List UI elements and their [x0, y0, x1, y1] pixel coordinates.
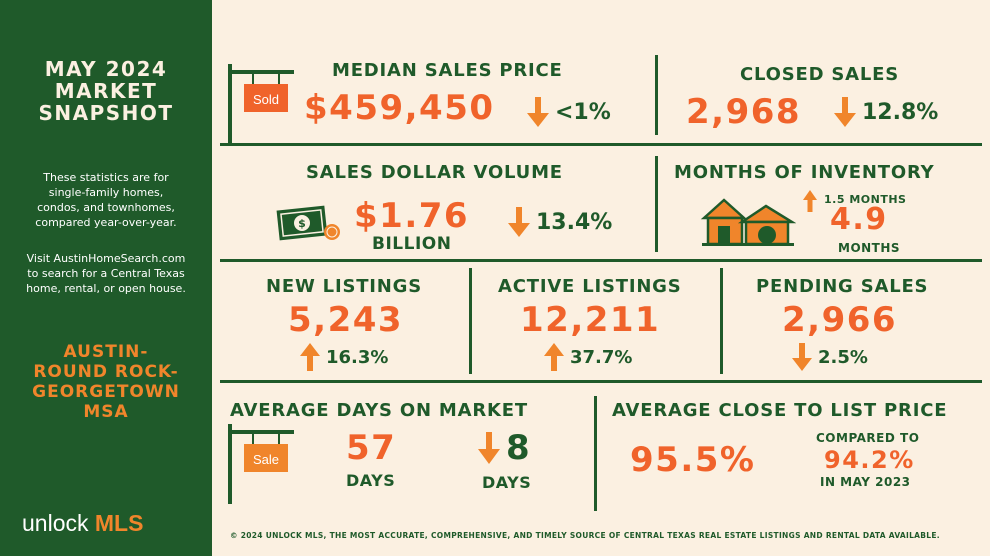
sidebar: MAY 2024 MARKET SNAPSHOT These statistic… — [0, 0, 212, 556]
arrow-down-icon — [508, 207, 530, 237]
footer-copyright: © 2024 UNLOCK MLS, THE MOST ACCURATE, CO… — [230, 531, 940, 540]
new-listings-value: 5,243 — [288, 300, 404, 340]
new-listings-change: 16.3% — [300, 343, 388, 371]
visit-line: home, rental, or open house. — [26, 282, 186, 295]
arrow-down-icon — [478, 432, 500, 464]
inventory-unit: MONTHS — [838, 241, 901, 255]
dollar-volume-unit: BILLION — [372, 234, 452, 254]
title-line: SNAPSHOT — [38, 101, 174, 125]
svg-text:$: $ — [298, 217, 306, 230]
dollar-volume-change-text: 13.4% — [536, 209, 613, 235]
title-line: MARKET — [54, 79, 158, 103]
pending-sales-value: 2,966 — [782, 300, 898, 340]
visit-text: Visit AustinHomeSearch.com to search for… — [0, 251, 212, 296]
close-to-list-value: 95.5% — [630, 440, 756, 480]
main-panel: Sold MEDIAN SALES PRICE $459,450 <1% CLO… — [212, 0, 990, 556]
intro-line: single-family homes, — [48, 186, 164, 199]
divider — [220, 259, 982, 262]
days-on-market-unit: DAYS — [346, 471, 396, 490]
arrow-down-icon — [834, 97, 856, 127]
title-line: MAY 2024 — [44, 57, 168, 81]
arrow-up-icon — [544, 343, 564, 371]
closed-sales-change-text: 12.8% — [862, 99, 939, 125]
dollar-volume-heading: SALES DOLLAR VOLUME — [306, 162, 563, 183]
dollar-volume-value: $1.76 — [354, 196, 470, 236]
active-listings-value: 12,211 — [520, 300, 661, 340]
days-on-market-change: 8 — [478, 428, 530, 468]
inventory-change-text: 1.5 MONTHS — [824, 193, 907, 206]
arrow-up-icon — [803, 190, 817, 212]
pending-sales-heading: PENDING SALES — [756, 276, 929, 297]
active-listings-change: 37.7% — [544, 343, 632, 371]
days-on-market-change-unit: DAYS — [482, 473, 532, 492]
intro-line: condos, and townhomes, — [37, 201, 175, 214]
unlock-mls-logo: unlock MLS — [22, 510, 143, 537]
divider — [220, 380, 982, 383]
compared-value: 94.2% — [824, 446, 915, 474]
money-icon: $ — [276, 205, 340, 241]
pending-sales-change: 2.5% — [792, 343, 868, 371]
intro-line: These statistics are for — [43, 171, 169, 184]
region-line: GEORGETOWN — [32, 382, 180, 402]
compared-label: COMPARED TO — [816, 431, 920, 445]
days-on-market-value: 57 — [346, 428, 397, 468]
sale-sign-label: Sale — [252, 452, 280, 467]
sold-sign-icon — [228, 64, 294, 144]
median-price-heading: MEDIAN SALES PRICE — [332, 60, 563, 81]
closed-sales-heading: CLOSED SALES — [740, 64, 900, 85]
divider — [655, 156, 658, 252]
region-label: AUSTIN- ROUND ROCK- GEORGETOWN MSA — [0, 342, 212, 422]
median-price-value: $459,450 — [304, 88, 495, 128]
close-to-list-heading: AVERAGE CLOSE TO LIST PRICE — [612, 400, 948, 421]
divider — [720, 268, 723, 374]
inventory-heading: MONTHS OF INVENTORY — [674, 162, 935, 183]
new-listings-change-text: 16.3% — [326, 346, 389, 368]
page-title: MAY 2024 MARKET SNAPSHOT — [0, 58, 212, 124]
days-on-market-heading: AVERAGE DAYS ON MARKET — [230, 400, 528, 421]
visit-line: to search for a Central Texas — [27, 267, 185, 280]
divider — [469, 268, 472, 374]
intro-line: compared year-over-year. — [35, 216, 177, 229]
sold-sign-label: Sold — [252, 92, 280, 107]
closed-sales-value: 2,968 — [686, 92, 802, 132]
dollar-volume-change: 13.4% — [508, 207, 612, 237]
compared-period: IN MAY 2023 — [820, 475, 911, 489]
arrow-down-icon — [792, 343, 812, 371]
region-line: MSA — [83, 402, 129, 422]
closed-sales-change: 12.8% — [834, 97, 938, 127]
inventory-value: 4.9 — [830, 202, 888, 237]
region-line: ROUND ROCK- — [33, 362, 179, 382]
logo-word: MLS — [94, 510, 144, 536]
divider — [220, 143, 982, 146]
new-listings-heading: NEW LISTINGS — [266, 276, 422, 297]
divider — [655, 55, 658, 135]
arrow-up-icon — [300, 343, 320, 371]
divider — [594, 396, 597, 511]
intro-text: These statistics are for single-family h… — [0, 170, 212, 230]
active-listings-change-text: 37.7% — [570, 346, 633, 368]
region-line: AUSTIN- — [63, 342, 149, 362]
house-icon — [700, 198, 796, 246]
median-price-change-text: <1% — [555, 99, 611, 125]
logo-word: unlock — [22, 510, 89, 536]
median-price-change: <1% — [527, 97, 611, 127]
sale-sign-icon — [228, 424, 294, 504]
days-on-market-change-text: 8 — [506, 428, 530, 468]
active-listings-heading: ACTIVE LISTINGS — [498, 276, 682, 297]
arrow-down-icon — [527, 97, 549, 127]
visit-line: Visit AustinHomeSearch.com — [26, 252, 186, 265]
pending-sales-change-text: 2.5% — [818, 346, 868, 368]
